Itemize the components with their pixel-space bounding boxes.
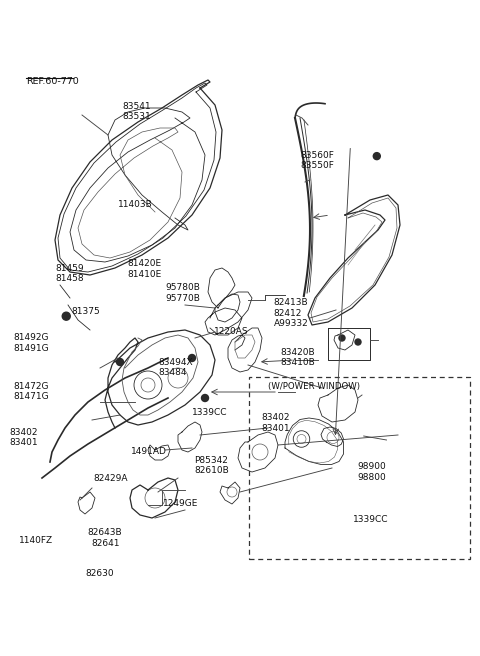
Circle shape: [189, 354, 195, 361]
Text: 1140FZ: 1140FZ: [19, 536, 53, 545]
Circle shape: [355, 339, 361, 345]
Text: 83402
83401: 83402 83401: [10, 428, 38, 447]
Circle shape: [62, 312, 70, 320]
Text: 81420E
81410E: 81420E 81410E: [127, 259, 161, 279]
Text: 82630: 82630: [85, 569, 114, 579]
Text: 95780B
95770B: 95780B 95770B: [166, 283, 201, 303]
Text: 82643B: 82643B: [87, 528, 122, 537]
Text: REF.60-770: REF.60-770: [26, 77, 79, 87]
Text: 82429A: 82429A: [94, 474, 128, 483]
Circle shape: [373, 153, 380, 159]
Text: 83420B
83410B: 83420B 83410B: [281, 348, 315, 367]
Text: 1339CC: 1339CC: [192, 408, 228, 417]
Text: 81459
81458: 81459 81458: [55, 264, 84, 283]
Text: 83560F
83550F: 83560F 83550F: [300, 151, 334, 171]
Text: 83494X
83484: 83494X 83484: [158, 358, 193, 377]
Text: 81472G
81471G: 81472G 81471G: [13, 382, 49, 401]
Text: 81375: 81375: [71, 307, 100, 316]
Text: 83402
83401: 83402 83401: [262, 413, 290, 433]
Text: 83541
83531: 83541 83531: [122, 102, 151, 121]
Circle shape: [117, 358, 123, 365]
Text: 1339CC: 1339CC: [353, 515, 388, 524]
Text: 11403B: 11403B: [118, 200, 152, 209]
Text: (W/POWER WINDOW): (W/POWER WINDOW): [268, 382, 360, 391]
Text: P85342
82610B: P85342 82610B: [194, 456, 229, 476]
Bar: [249, 377, 470, 559]
Text: 82413B
82412
A99332: 82413B 82412 A99332: [274, 298, 308, 328]
Text: 98900
98800: 98900 98800: [358, 462, 386, 482]
Text: 81492G
81491G: 81492G 81491G: [13, 333, 49, 353]
Circle shape: [202, 394, 208, 401]
Text: 1220AS: 1220AS: [214, 327, 248, 336]
Text: 82641: 82641: [91, 539, 120, 548]
Circle shape: [339, 335, 345, 341]
Text: 1491AD: 1491AD: [131, 447, 167, 457]
Text: 1249GE: 1249GE: [163, 499, 199, 508]
